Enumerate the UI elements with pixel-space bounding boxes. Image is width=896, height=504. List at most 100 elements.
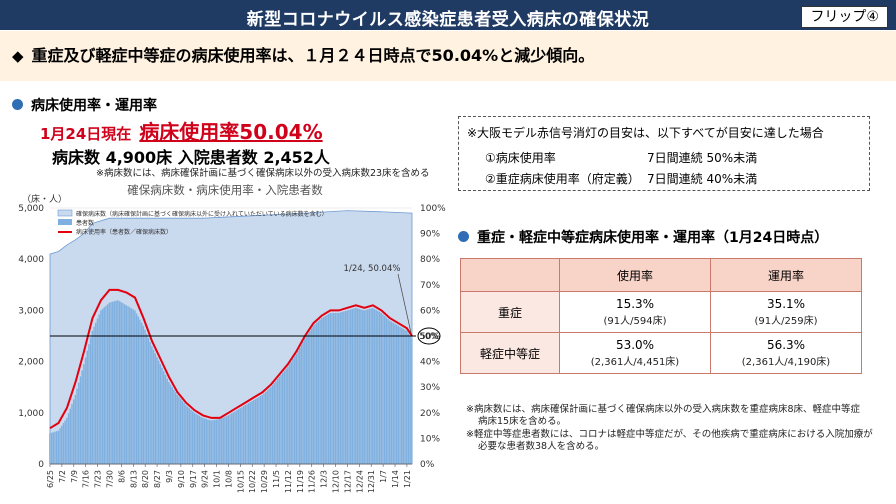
patient-bar	[407, 333, 410, 464]
header-bar: 新型コロナウイルス感染症患者受入病床の確保状況 フリップ④	[0, 0, 896, 30]
patient-bar	[214, 419, 216, 464]
patient-bar	[176, 394, 179, 464]
mild-operation: 56.3%	[766, 338, 806, 352]
patient-bar	[101, 308, 104, 464]
patient-bar	[69, 408, 71, 464]
footnote-4: 必要な患者数38人を含める。	[478, 441, 605, 452]
reference-circle	[417, 327, 441, 345]
patient-bar	[215, 419, 218, 464]
patient-bar	[79, 376, 82, 464]
patient-bar	[81, 370, 83, 464]
patient-bar	[307, 333, 309, 464]
x-tick-label: 10/1	[213, 470, 222, 488]
patient-bar	[397, 325, 399, 464]
patient-bar	[302, 341, 304, 464]
y-left-unit: （床・人）	[22, 193, 67, 205]
patient-bar	[122, 303, 124, 464]
patient-bar	[378, 311, 381, 464]
patient-bar	[169, 384, 172, 464]
patient-bar	[353, 308, 355, 464]
patient-bar	[154, 353, 156, 464]
patient-bar	[227, 415, 230, 464]
patient-bar	[258, 396, 260, 464]
patient-bar	[276, 379, 279, 464]
patient-bar	[392, 322, 394, 464]
patient-bar	[343, 311, 345, 464]
patient-bar	[163, 371, 165, 464]
patient-bar	[93, 326, 95, 464]
patient-bar	[377, 310, 379, 464]
patient-bar	[389, 320, 391, 464]
table-row: 軽症中等症 53.0% (2,361人/4,451床) 56.3% (2,361…	[460, 332, 862, 374]
patient-bar	[373, 308, 376, 464]
y-right-tick-label: 90%	[420, 230, 440, 240]
patient-bar	[411, 338, 413, 464]
x-tick-label: 7/23	[94, 470, 103, 488]
patient-bar	[173, 389, 175, 464]
patient-bar	[144, 329, 146, 464]
annotation-leader	[397, 273, 412, 333]
flip-label: フリップ④	[801, 6, 888, 28]
bullet-icon	[458, 231, 469, 242]
x-tick-label: 12/24	[355, 470, 364, 493]
patient-bar	[315, 322, 318, 464]
patient-bar	[159, 364, 162, 464]
patient-bar	[385, 317, 388, 464]
patient-bar	[91, 330, 94, 464]
patient-bar	[183, 403, 185, 464]
patient-bar	[259, 395, 262, 464]
patient-bar	[108, 302, 111, 464]
patient-bar	[50, 432, 53, 464]
y-left-tick-label: 5,000	[18, 204, 44, 214]
patient-bar	[334, 313, 337, 464]
patient-bar	[261, 394, 264, 464]
patient-bar	[300, 344, 303, 464]
patient-bar	[387, 319, 389, 464]
patient-bar	[190, 409, 192, 464]
y-right-tick-label: 60%	[420, 306, 440, 316]
severe-usage-detail: (91人/594床)	[603, 316, 667, 327]
patient-bar	[383, 316, 386, 464]
y-right-tick-label: 0%	[420, 460, 435, 470]
patient-bar	[146, 334, 148, 464]
patient-bar	[344, 310, 347, 464]
patient-bar	[185, 405, 187, 464]
x-tick-label: 7/16	[82, 470, 91, 488]
criteria-1-label: ①病床使用率	[485, 151, 556, 165]
patient-bar	[251, 401, 253, 464]
patient-bar	[178, 396, 180, 464]
x-tick-label: 10/8	[224, 470, 233, 488]
date-label: 1月24日現在	[40, 125, 132, 143]
x-tick-label: 11/19	[296, 470, 305, 493]
patient-bar	[78, 382, 80, 464]
patient-bar	[231, 413, 233, 464]
patient-bar	[207, 419, 209, 464]
patient-bar	[181, 401, 184, 464]
patient-bar	[135, 313, 138, 464]
patient-bar	[203, 418, 206, 464]
patient-bar	[212, 420, 214, 464]
patient-bar	[115, 300, 117, 464]
mild-usage-detail: (2,361人/4,451床)	[590, 357, 680, 368]
patient-bar	[400, 327, 403, 464]
x-tick-label: 9/3	[165, 470, 174, 483]
patient-bar	[390, 321, 393, 464]
patient-bar	[200, 416, 202, 464]
patient-bar	[55, 431, 58, 464]
y-right-tick-label: 30%	[420, 383, 440, 393]
patient-bar	[195, 413, 197, 464]
patient-bar	[103, 307, 105, 464]
patient-bar	[360, 309, 362, 464]
patient-bar	[271, 385, 274, 464]
patient-bar	[382, 314, 384, 464]
x-tick-label: 11/12	[284, 470, 293, 493]
patient-bar	[217, 419, 219, 464]
patient-bar	[326, 315, 328, 464]
patient-bar	[236, 410, 238, 464]
patient-bar	[263, 393, 265, 464]
legend-capacity: 確保病床数（病床確保計画に基づく確保病床以外に受け入れていただいている病床数を含…	[76, 210, 328, 218]
patient-bar	[375, 309, 377, 464]
patient-bar	[64, 420, 66, 464]
criteria-box: ※大阪モデル赤信号消灯の目安は、以下すべてが目安に達した場合 ①病床使用率 7日…	[458, 116, 870, 191]
severe-usage: 15.3%	[615, 297, 655, 311]
